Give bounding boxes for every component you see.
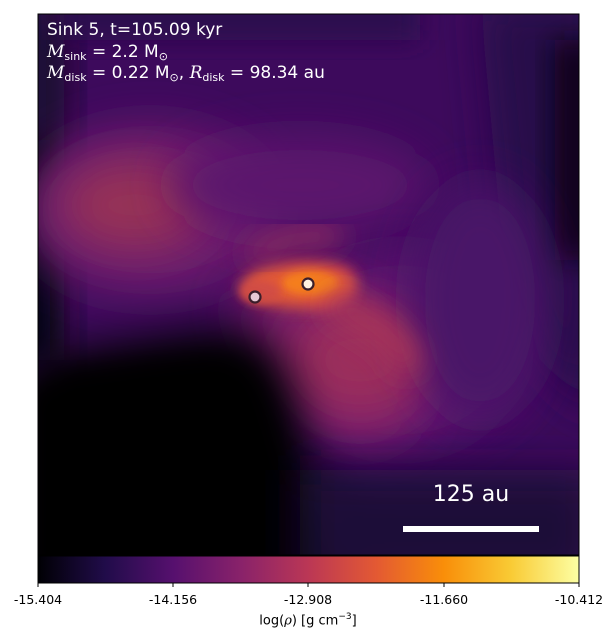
sink-marker (301, 277, 315, 291)
colorbar-tick-label: -10.412 (554, 592, 604, 607)
scalebar (403, 526, 539, 532)
sink-mass-label: Msink = 2.2 M⊙ (47, 42, 168, 63)
colorbar (37, 555, 580, 584)
colorbar-tick-label: -15.404 (13, 592, 63, 607)
density-map (38, 14, 579, 555)
scalebar-label: 125 au (432, 482, 510, 507)
plot-frame (37, 13, 580, 556)
sink-marker (248, 290, 262, 304)
colorbar-label: log(ρ) [g cm−3] (259, 612, 357, 629)
colorbar-tick-label: -11.660 (419, 592, 469, 607)
disk-properties-label: Mdisk = 0.22 M⊙, Rdisk = 98.34 au (47, 63, 325, 84)
colorbar-tick-label: -14.156 (148, 592, 198, 607)
sink-title: Sink 5, t=105.09 kyr (47, 20, 223, 40)
colorbar-ticks (37, 583, 580, 587)
colorbar-tick-label: -12.908 (283, 592, 333, 607)
